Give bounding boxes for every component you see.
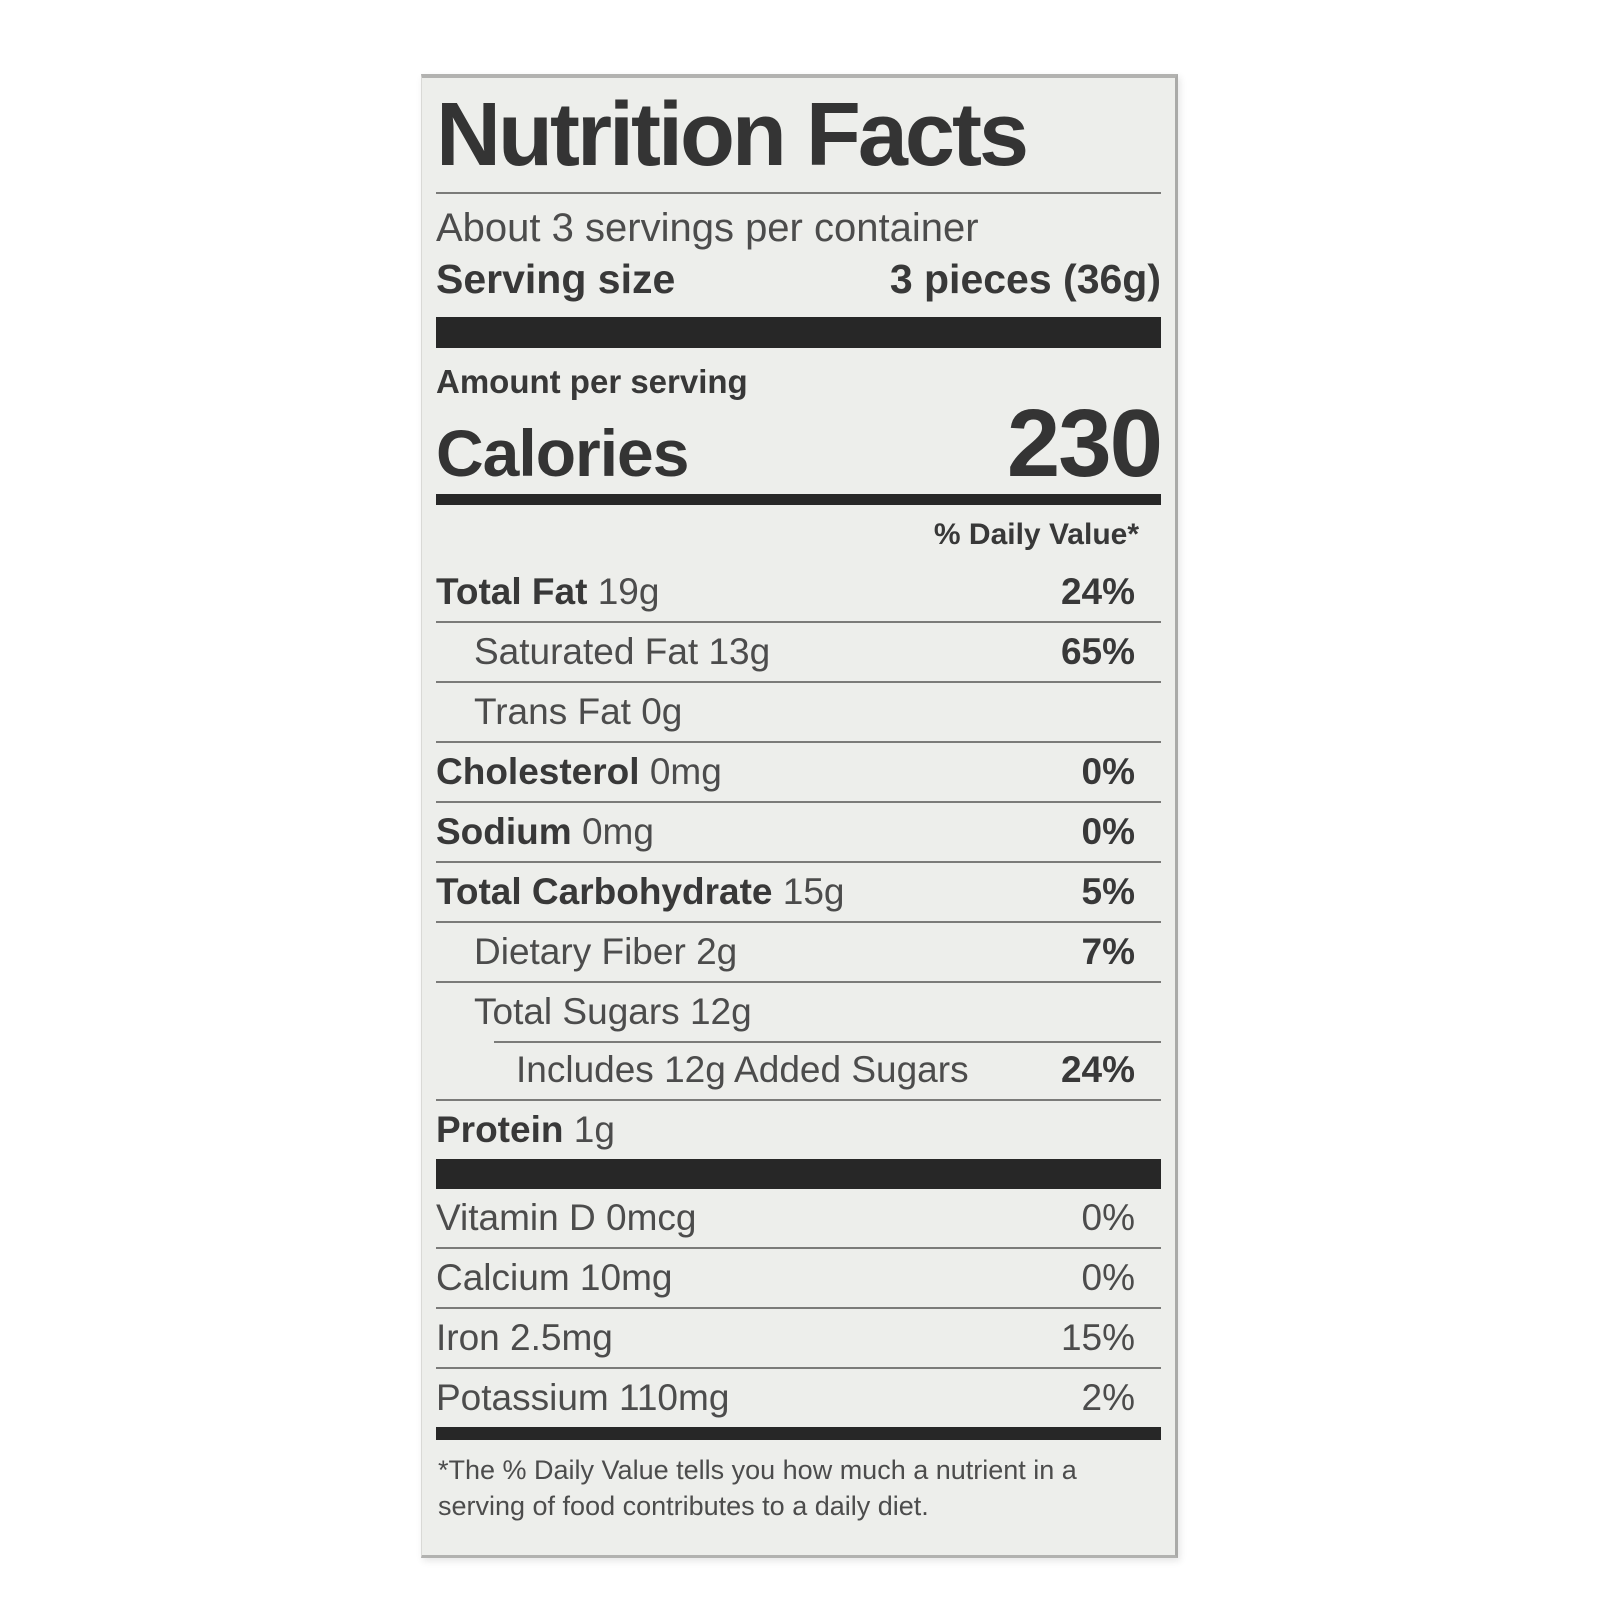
nutrition-facts-panel: Nutrition Facts About 3 servings per con…: [421, 74, 1178, 1558]
nutrient-daily-value: 65%: [1060, 630, 1135, 672]
nutrient-daily-value: 5%: [1081, 870, 1135, 912]
nutrient-name-amount: Dietary Fiber 2g: [474, 930, 738, 972]
nutrient-row-cholesterol: Cholesterol 0mg 0%: [436, 740, 1161, 801]
nutrient-row-potassium: Potassium 110mg 2%: [436, 1366, 1161, 1427]
nutrient-name: Iron: [436, 1316, 500, 1358]
nutrient-name-amount: Total Carbohydrate 15g: [436, 870, 845, 912]
nutrient-daily-value: 24%: [1060, 1048, 1135, 1090]
nutrient-name: Sodium: [436, 810, 572, 852]
nutrient-name: Total Sugars: [474, 990, 680, 1032]
nutrient-amount: 0mg: [649, 750, 722, 792]
nutrient-row-total-sugars: Total Sugars 12g: [436, 980, 1161, 1041]
nutrient-row-calcium: Calcium 10mg 0%: [436, 1246, 1161, 1307]
nutrient-amount: 0mcg: [606, 1196, 697, 1238]
footnote-text: *The % Daily Value tells you how much a …: [438, 1454, 1077, 1522]
nutrient-name-amount: Sodium 0mg: [436, 810, 654, 852]
nutrient-name-amount: Total Sugars 12g: [474, 990, 752, 1032]
nutrient-daily-value: 15%: [1060, 1316, 1135, 1358]
nutrient-amount: 12g: [689, 990, 752, 1032]
nutrient-row-includes-12g-added-sugars: Includes 12g Added Sugars 24%: [436, 1040, 1161, 1099]
nutrient-amount: 2.5mg: [510, 1316, 613, 1358]
nutrient-daily-value: 24%: [1060, 570, 1135, 612]
title-divider: [436, 191, 1161, 194]
nutrient-name-amount: Includes 12g Added Sugars: [516, 1048, 969, 1090]
nutrient-name: Potassium: [436, 1376, 609, 1418]
nutrient-amount: 10mg: [579, 1256, 673, 1298]
calories-label: Calories: [436, 415, 689, 490]
nutrient-name-amount: Calcium 10mg: [436, 1256, 673, 1298]
nutrient-name: Total Fat: [436, 570, 588, 612]
nutrient-name-amount: Vitamin D 0mcg: [436, 1196, 697, 1238]
nutrient-row-vitamin-d: Vitamin D 0mcg 0%: [436, 1189, 1161, 1247]
nutrients-list: Total Fat 19g 24% Saturated Fat 13g 65% Tran…: [436, 563, 1161, 1159]
nutrient-amount: 110mg: [619, 1376, 730, 1418]
nutrition-facts-title: Nutrition Facts: [436, 85, 1029, 185]
nutrient-name: Calcium: [436, 1256, 570, 1298]
calories-row: Calories 230: [436, 389, 1163, 497]
calories-divider-bar: [436, 493, 1161, 505]
nutrient-daily-value: 2%: [1081, 1376, 1135, 1418]
nutrient-name: Includes 12g Added Sugars: [516, 1048, 969, 1090]
nutrient-daily-value: 0%: [1081, 1196, 1135, 1238]
nutrient-amount: 13g: [708, 630, 771, 672]
nutrient-amount: 0mg: [581, 810, 654, 852]
nutrient-name: Dietary Fiber: [474, 930, 686, 972]
nutrient-name-amount: Saturated Fat 13g: [474, 630, 771, 672]
nutrient-row-saturated-fat: Saturated Fat 13g 65%: [436, 620, 1161, 681]
nutrient-daily-value: 7%: [1081, 930, 1135, 972]
nutrient-amount: 19g: [597, 570, 660, 612]
micronutrients-list: Vitamin D 0mcg 0% Calcium 10mg 0% Iron 2.5mg…: [436, 1189, 1161, 1427]
nutrient-amount: 2g: [696, 930, 738, 972]
nutrient-daily-value: 0%: [1081, 750, 1135, 792]
nutrient-row-total-fat: Total Fat 19g 24%: [436, 563, 1161, 621]
nutrient-name-amount: Trans Fat 0g: [474, 690, 683, 732]
serving-size-value: 3 pieces (36g): [889, 255, 1161, 302]
nutrient-name-amount: Total Fat 19g: [436, 570, 660, 612]
nutrient-name: Vitamin D: [436, 1196, 596, 1238]
calories-value: 230: [1006, 389, 1163, 497]
nutrient-row-sodium: Sodium 0mg 0%: [436, 800, 1161, 861]
servings-per-container: About 3 servings per container: [436, 205, 979, 250]
daily-value-header: % Daily Value*: [933, 517, 1139, 551]
nutrient-daily-value: 0%: [1081, 810, 1135, 852]
nutrient-name: Trans Fat: [474, 690, 631, 732]
nutrient-row-trans-fat: Trans Fat 0g: [436, 680, 1161, 741]
nutrient-row-total-carbohydrate: Total Carbohydrate 15g 5%: [436, 860, 1161, 921]
nutrient-name: Total Carbohydrate: [436, 870, 773, 912]
nutrient-daily-value: 0%: [1081, 1256, 1135, 1298]
nutrient-name: Cholesterol: [436, 750, 640, 792]
nutrient-amount: 15g: [782, 870, 845, 912]
nutrient-row-protein: Protein 1g: [436, 1098, 1161, 1159]
nutrient-amount: 1g: [573, 1108, 615, 1150]
serving-size-row: Serving size 3 pieces (36g): [436, 254, 1161, 305]
serving-size-label: Serving size: [436, 255, 676, 302]
nutrient-name-amount: Iron 2.5mg: [436, 1316, 613, 1358]
nutrient-amount: 0g: [641, 690, 683, 732]
thick-bar-top: [436, 317, 1161, 349]
amount-per-serving-label: Amount per serving: [436, 363, 748, 401]
nutrient-name: Protein: [436, 1108, 564, 1150]
nutrient-row-dietary-fiber: Dietary Fiber 2g 7%: [436, 920, 1161, 981]
nutrient-row-iron: Iron 2.5mg 15%: [436, 1306, 1161, 1367]
thick-bar-middle: [436, 1158, 1161, 1189]
nutrient-name-amount: Protein 1g: [436, 1108, 615, 1150]
nutrient-name-amount: Cholesterol 0mg: [436, 750, 722, 792]
nutrient-name: Saturated Fat: [474, 630, 699, 672]
nutrient-name-amount: Potassium 110mg: [436, 1376, 730, 1418]
footnote-divider-bar: [436, 1426, 1161, 1440]
